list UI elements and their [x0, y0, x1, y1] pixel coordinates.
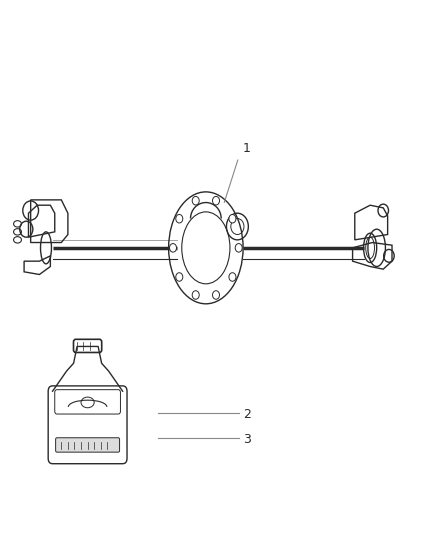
Circle shape: [192, 197, 199, 205]
Text: 3: 3: [243, 433, 251, 446]
Circle shape: [212, 290, 219, 299]
Text: 1: 1: [243, 142, 251, 155]
Text: 2: 2: [243, 408, 251, 421]
Circle shape: [212, 197, 219, 205]
Circle shape: [176, 214, 183, 223]
FancyBboxPatch shape: [56, 438, 120, 452]
Circle shape: [229, 273, 236, 281]
Circle shape: [192, 290, 199, 299]
Circle shape: [229, 214, 236, 223]
Circle shape: [170, 244, 177, 252]
Circle shape: [235, 244, 242, 252]
Circle shape: [176, 273, 183, 281]
FancyBboxPatch shape: [55, 390, 120, 414]
